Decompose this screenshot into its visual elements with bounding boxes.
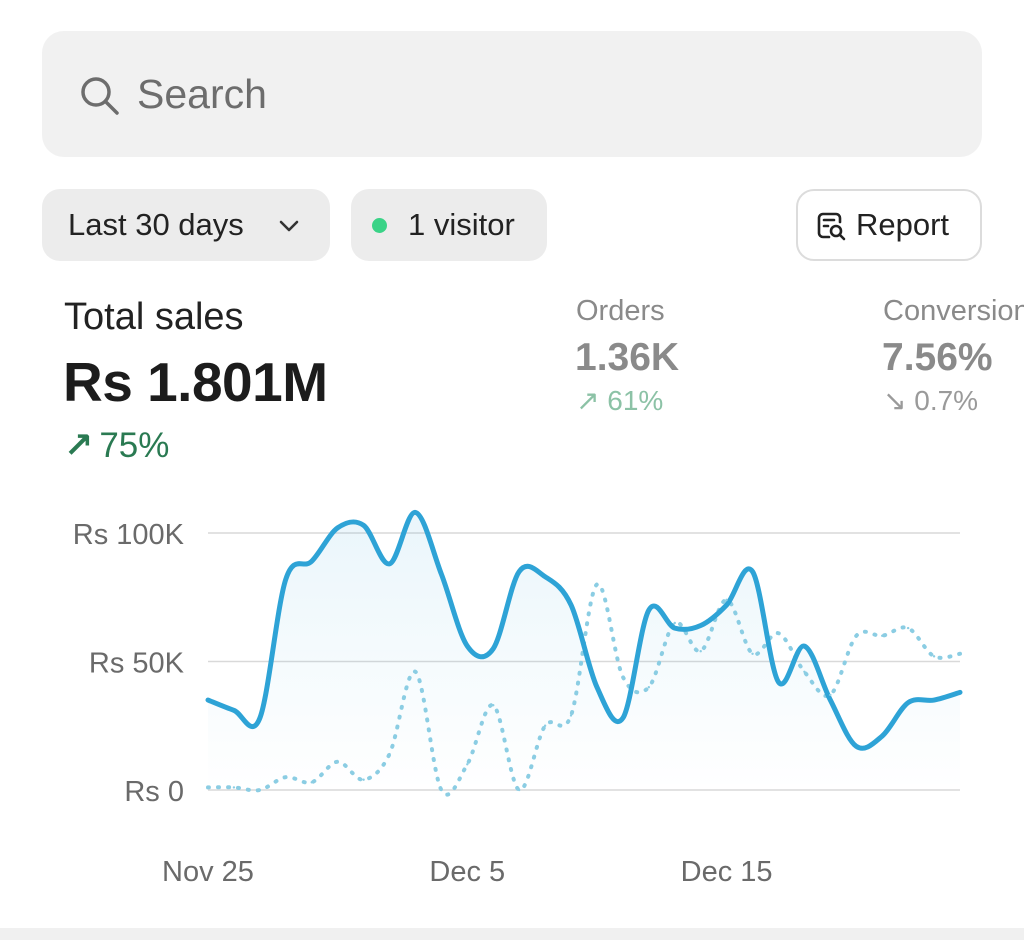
comparison-data-point (647, 686, 651, 689)
total-sales-change: ↗ 75% (64, 425, 169, 467)
comparison-data-point (517, 788, 521, 792)
comparison-data-point (206, 786, 210, 789)
sales-data-point (699, 624, 703, 628)
orders-change: ↗ 61% (576, 384, 663, 418)
trend-up-icon: ↗ (576, 385, 600, 416)
report-search-icon (817, 212, 846, 241)
sales-series-line (205, 509, 963, 751)
comparison-data-point (699, 650, 702, 653)
comparison-data-point (829, 693, 832, 697)
comparison-data-point (673, 621, 676, 625)
conversion-label[interactable]: Conversion (883, 295, 1024, 327)
date-range-dropdown[interactable]: Last 30 days (42, 189, 330, 261)
x-tick-label: Nov 25 (162, 856, 254, 888)
orders-change-value: 61% (607, 385, 664, 416)
conversion-change: ↘ 0.7% (883, 384, 978, 418)
comparison-data-point (362, 778, 365, 781)
sales-data-point (647, 608, 651, 612)
x-tick-label: Dec 5 (429, 856, 505, 888)
comparison-data-point (388, 752, 391, 756)
visitors-label: 1 visitor (408, 207, 515, 242)
orders-label[interactable]: Orders (576, 295, 665, 327)
sales-data-point (336, 526, 340, 530)
comparison-data-point (258, 788, 262, 792)
sales-data-point (802, 644, 806, 648)
trend-up-icon: ↗ (64, 426, 94, 465)
y-tick-label: Rs 50K (89, 648, 185, 680)
sales-data-point (439, 572, 443, 576)
search-bar[interactable] (42, 31, 982, 157)
comparison-data-point (310, 781, 313, 784)
comparison-data-point (906, 626, 910, 630)
bottom-divider (0, 928, 1024, 940)
sales-data-point (543, 575, 547, 579)
sales-data-point (491, 647, 495, 651)
sales-data-point (362, 523, 366, 527)
sales-data-point (906, 701, 910, 705)
search-icon (81, 77, 119, 115)
comparison-data-point (803, 670, 806, 673)
comparison-data-point (595, 583, 599, 586)
sales-data-point (517, 570, 521, 574)
orders-value: 1.36K (575, 336, 680, 379)
comparison-data-point (569, 714, 573, 717)
comparison-data-point (492, 703, 495, 707)
comparison-data-point (284, 775, 287, 779)
sales-data-point (880, 734, 884, 738)
comparison-data-point (958, 652, 962, 655)
date-range-label: Last 30 days (68, 207, 244, 242)
comparison-data-point (881, 634, 884, 637)
comparison-data-point (440, 788, 443, 792)
sales-data-point (569, 603, 573, 607)
y-tick-label: Rs 0 (124, 776, 184, 808)
sales-data-point (621, 716, 625, 720)
sales-data-point (854, 744, 858, 748)
sales-line-chart: Rs 100K Rs 50K Rs 0 Nov 25 Dec 5 Dec 15 (73, 509, 963, 888)
conversion-change-value: 0.7% (914, 385, 979, 416)
sales-data-point (595, 685, 599, 689)
comparison-data-point (621, 675, 625, 679)
sales-data-point (776, 680, 780, 684)
total-sales-label: Total sales (64, 296, 244, 338)
comparison-data-point (232, 786, 236, 789)
live-status-dot (372, 218, 387, 233)
total-sales-change-value: 75% (99, 426, 170, 465)
sales-data-point (751, 570, 755, 574)
sales-data-point (284, 577, 288, 581)
sales-data-point (932, 698, 936, 702)
sales-data-point (828, 698, 832, 702)
comparison-data-point (932, 655, 936, 658)
x-tick-label: Dec 15 (681, 856, 773, 888)
comparison-data-point (725, 598, 728, 602)
sales-data-point (413, 510, 417, 514)
sales-data-point (310, 559, 314, 563)
comparison-data-point (543, 724, 547, 727)
report-label: Report (856, 207, 950, 242)
chevron-down-icon (279, 220, 299, 232)
sales-data-point (258, 716, 262, 720)
sales-data-point (232, 708, 236, 712)
comparison-data-point (414, 670, 417, 673)
total-sales-value: Rs 1.801M (63, 351, 328, 413)
comparison-data-point (751, 652, 754, 655)
sales-data-point (673, 626, 677, 630)
comparison-data-point (466, 763, 469, 766)
conversion-value: 7.56% (882, 336, 993, 379)
comparison-data-point (336, 760, 339, 763)
sales-data-point (206, 698, 210, 702)
sales-data-point (465, 644, 469, 648)
sales-data-point (725, 603, 729, 607)
sales-data-point (958, 690, 962, 694)
visitors-chip[interactable]: 1 visitor (351, 189, 547, 261)
y-tick-label: Rs 100K (73, 519, 185, 551)
sales-data-point (388, 562, 392, 566)
comparison-data-point (777, 632, 780, 635)
comparison-data-point (855, 634, 858, 637)
search-input[interactable]: Search (137, 71, 267, 117)
trend-down-icon: ↘ (883, 385, 907, 416)
